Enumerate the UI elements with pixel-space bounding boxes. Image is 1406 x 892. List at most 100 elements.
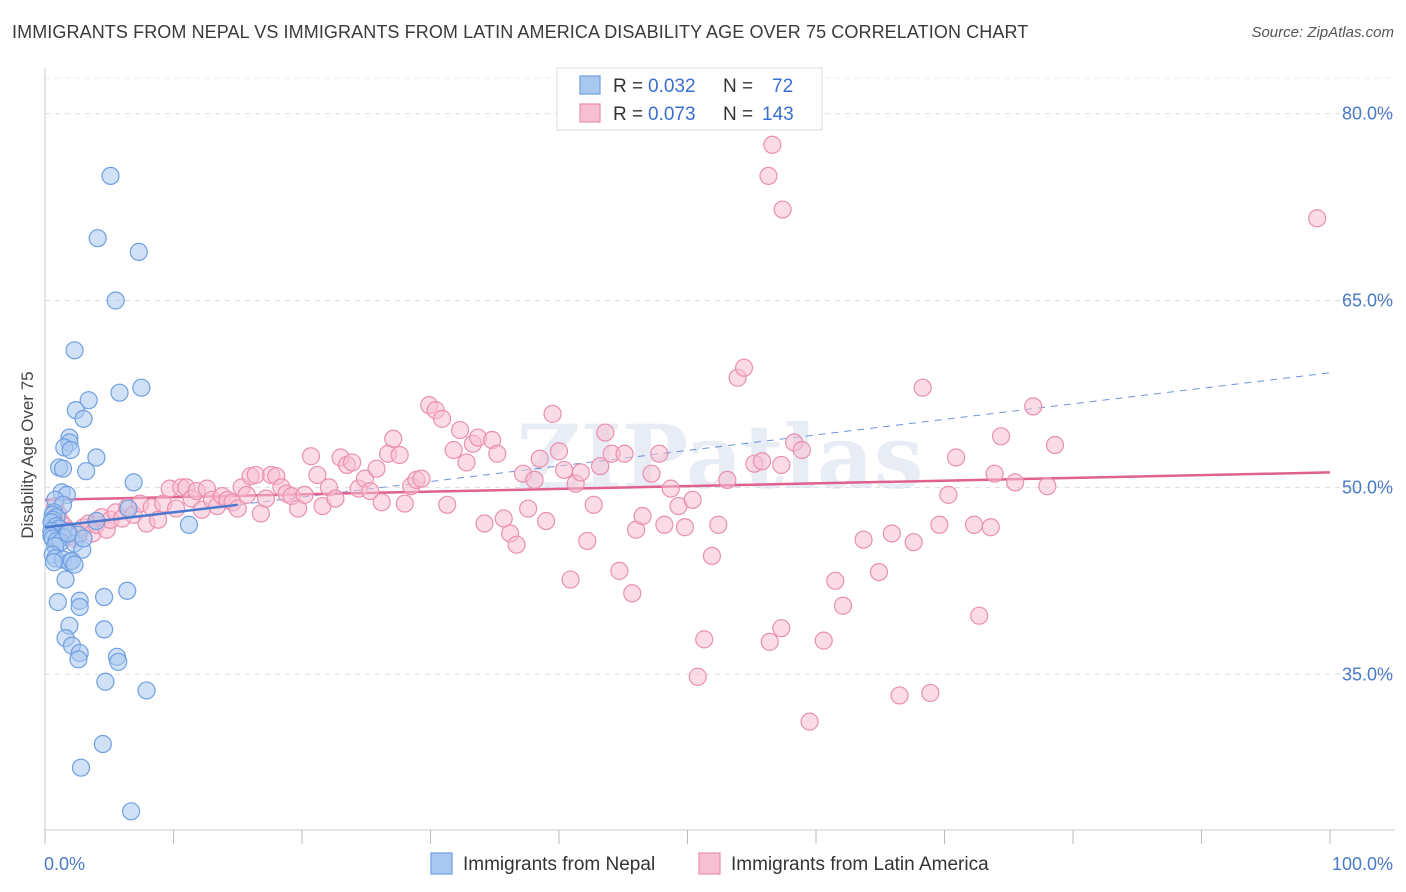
- source-label: Source: ZipAtlas.com: [1251, 24, 1394, 41]
- latam-point: [537, 511, 556, 531]
- nepal-point: [96, 672, 115, 691]
- latam-point: [752, 452, 772, 471]
- latam-point: [507, 535, 526, 554]
- latam-point: [519, 499, 538, 518]
- nepal-point: [93, 734, 112, 754]
- watermark: ZIPatlas: [517, 405, 924, 509]
- nepal-point: [71, 758, 91, 777]
- x-tick-label: 0.0%: [44, 854, 85, 874]
- latam-point: [390, 445, 409, 465]
- latam-point: [584, 495, 603, 514]
- nepal-point: [77, 462, 96, 481]
- nepal-point: [109, 652, 128, 671]
- latam-point: [623, 584, 642, 603]
- legend-r-label: R =: [613, 76, 643, 97]
- bottom-legend-swatch-latam: [698, 852, 721, 875]
- latam-point: [695, 630, 714, 649]
- latam-point: [854, 530, 873, 549]
- latam-point: [166, 499, 186, 518]
- chart-title: IMMIGRANTS FROM NEPAL VS IMMIGRANTS FROM…: [12, 22, 1029, 42]
- latam-point: [450, 420, 470, 440]
- nepal-point: [56, 570, 75, 589]
- nepal-point: [110, 383, 129, 402]
- latam-point: [985, 464, 1004, 483]
- nepal-point: [59, 524, 78, 543]
- latam-point: [412, 469, 431, 488]
- latam-point: [432, 409, 452, 428]
- latam-point: [591, 457, 610, 476]
- latam-point: [596, 423, 615, 442]
- nepal-point: [65, 555, 84, 574]
- nepal-point: [79, 391, 98, 410]
- nepal-point: [70, 597, 89, 617]
- y-tick-labels: 35.0% 50.0% 65.0% 80.0%: [1342, 104, 1393, 685]
- latam-point: [642, 464, 661, 483]
- nepal-point: [61, 440, 80, 460]
- latam-point: [1024, 397, 1043, 416]
- latam-point: [800, 712, 819, 731]
- latam-point: [525, 470, 544, 490]
- y-tick-label: 65.0%: [1342, 290, 1393, 310]
- latam-point: [814, 631, 833, 650]
- latam-point: [650, 444, 669, 463]
- latam-point: [655, 515, 674, 534]
- latam-point: [438, 495, 457, 514]
- nepal-point: [53, 459, 73, 478]
- legend-n-value: 143: [762, 104, 794, 125]
- latam-point: [882, 524, 901, 543]
- y-tick-label: 80.0%: [1342, 104, 1393, 124]
- data-points: [42, 135, 1327, 821]
- nepal-point: [48, 592, 67, 612]
- nepal-point: [179, 515, 199, 534]
- latam-point: [633, 506, 652, 526]
- latam-point: [1038, 477, 1057, 496]
- latam-point: [869, 562, 889, 582]
- nepal-point: [118, 581, 137, 600]
- latam-point: [361, 482, 380, 501]
- latam-point: [457, 453, 476, 472]
- latam-point: [772, 455, 791, 475]
- legend-n-label: N =: [723, 104, 753, 125]
- latam-point: [343, 453, 362, 472]
- latam-point: [991, 427, 1011, 446]
- latam-point: [970, 606, 989, 625]
- latam-point: [913, 378, 932, 397]
- latam-point: [543, 404, 562, 423]
- latam-point: [384, 429, 403, 448]
- latam-point: [295, 485, 314, 504]
- latam-point: [246, 465, 265, 485]
- latam-point: [792, 440, 811, 460]
- latam-point: [709, 515, 728, 534]
- nepal-point: [101, 166, 120, 186]
- latam-point: [1006, 473, 1025, 492]
- bottom-legend-label-latam: Immigrants from Latin America: [731, 854, 989, 875]
- latam-point: [1045, 435, 1065, 455]
- nepal-point: [121, 802, 141, 821]
- latam-point: [561, 570, 580, 589]
- nepal-trend-line: [44, 503, 238, 529]
- bottom-legend: Immigrants from Nepal Immigrants from La…: [430, 852, 989, 875]
- legend-swatch-latam: [579, 103, 601, 123]
- legend-r-value: 0.073: [648, 104, 696, 125]
- latam-point: [702, 546, 722, 566]
- latam-point: [763, 135, 782, 154]
- latam-point: [444, 440, 463, 460]
- y-axis-label: Disability Age Over 75: [18, 371, 37, 538]
- latam-point: [688, 667, 707, 686]
- nepal-point: [95, 587, 114, 607]
- latam-point: [494, 509, 513, 528]
- legend-box: [556, 67, 823, 131]
- axes: [44, 68, 1395, 844]
- latam-point: [256, 489, 276, 508]
- legend-r-value: 0.032: [648, 76, 696, 97]
- latam-point: [578, 531, 597, 551]
- latam-point: [530, 449, 549, 468]
- latam-point: [237, 485, 256, 504]
- nepal-point: [129, 242, 148, 262]
- latam-point: [549, 442, 569, 461]
- latam-point: [683, 490, 702, 509]
- y-tick-label: 35.0%: [1342, 664, 1393, 684]
- latam-point: [301, 447, 321, 466]
- y-tick-label: 50.0%: [1342, 477, 1393, 497]
- nepal-point: [119, 499, 138, 518]
